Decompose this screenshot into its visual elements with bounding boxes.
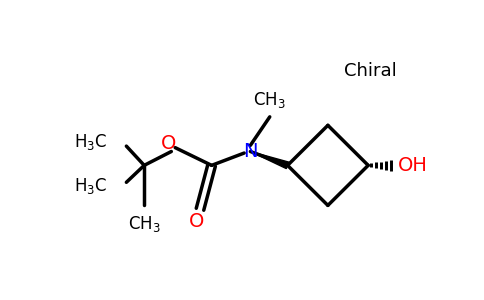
Text: OH: OH (398, 156, 427, 175)
Text: H$_3$C: H$_3$C (74, 132, 107, 152)
Text: N: N (243, 142, 257, 161)
Text: O: O (161, 134, 177, 153)
Text: Chiral: Chiral (344, 62, 397, 80)
Text: CH$_3$: CH$_3$ (128, 214, 161, 234)
Text: CH$_3$: CH$_3$ (253, 90, 286, 110)
Text: O: O (188, 212, 204, 231)
Text: H$_3$C: H$_3$C (74, 176, 107, 196)
Polygon shape (250, 152, 289, 169)
